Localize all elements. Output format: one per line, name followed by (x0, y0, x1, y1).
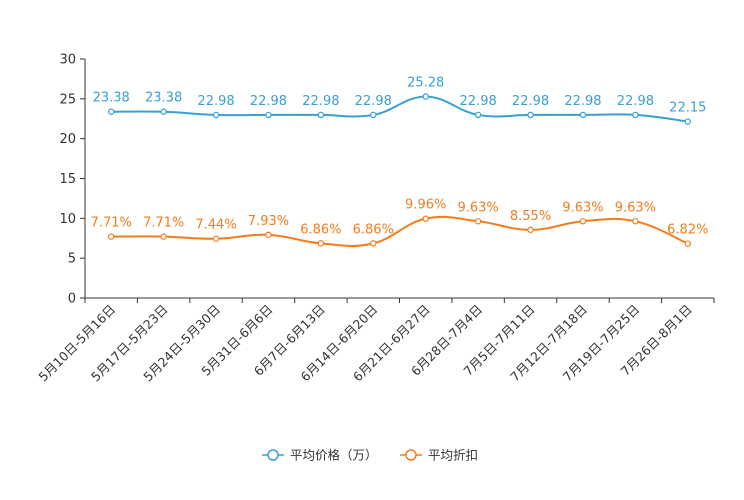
legend-item-1[interactable]: 平均价格（万） (262, 448, 378, 463)
series-1: 23.38 23.38 22.98 22.98 22.98 22.98 25.28 22.98… (93, 76, 706, 125)
data-point[interactable] (422, 93, 429, 100)
data-label: 6.82% (667, 223, 708, 238)
series-group: 23.38 23.38 22.98 22.98 22.98 22.98 25.28 22.98… (91, 76, 708, 247)
y-tick-label: 5 (68, 252, 76, 267)
data-label: 9.63% (562, 200, 603, 215)
data-point[interactable] (370, 111, 377, 119)
data-point[interactable] (579, 111, 587, 119)
data-point[interactable] (265, 111, 272, 119)
data-point[interactable] (579, 218, 587, 225)
data-label: 7.71% (91, 216, 132, 231)
data-point[interactable] (527, 111, 534, 119)
data-point[interactable] (212, 111, 220, 119)
data-point[interactable] (370, 240, 377, 247)
legend-label: 平均折扣 (428, 448, 478, 463)
series-2: 7.71% 7.71% 7.44% 7.93% 6.86% 6.86% 9.96% 9.63%… (91, 198, 708, 247)
data-label: 22.98 (460, 94, 497, 109)
data-point[interactable] (422, 215, 429, 222)
data-label: 22.98 (197, 94, 234, 109)
legend-marker (267, 449, 279, 461)
data-label: 22.98 (617, 94, 654, 109)
y-tick-label: 15 (59, 172, 76, 187)
data-point[interactable] (160, 233, 167, 240)
data-point[interactable] (108, 233, 115, 240)
series-line (111, 215, 689, 247)
data-label: 7.93% (248, 214, 289, 229)
data-point[interactable] (108, 108, 115, 115)
legend-marker (405, 449, 417, 461)
data-label: 6.86% (353, 222, 394, 237)
data-point[interactable] (317, 111, 325, 119)
data-label: 22.98 (564, 94, 601, 109)
legend-label: 平均价格（万） (290, 448, 378, 463)
data-point[interactable] (684, 240, 691, 247)
data-point[interactable] (212, 235, 220, 242)
y-tick-label: 25 (59, 92, 76, 107)
data-point[interactable] (527, 226, 534, 234)
data-label: 9.63% (457, 200, 498, 215)
legend-item-2[interactable]: 平均折扣 (400, 448, 478, 463)
data-label: 8.55% (510, 209, 551, 224)
y-tick-label: 20 (59, 132, 76, 147)
data-label: 22.98 (355, 94, 392, 109)
data-label: 7.44% (195, 218, 236, 233)
data-point[interactable] (160, 108, 167, 115)
data-label: 9.96% (405, 198, 446, 213)
data-point[interactable] (684, 118, 691, 125)
data-label: 25.28 (407, 76, 444, 91)
data-point[interactable] (632, 218, 639, 225)
legend[interactable]: 平均价格（万） 平均折扣 (262, 448, 478, 463)
data-label: 22.15 (669, 101, 706, 116)
series-line (111, 95, 688, 123)
data-point[interactable] (265, 231, 272, 239)
data-point[interactable] (474, 218, 482, 225)
data-label: 9.63% (615, 200, 656, 215)
data-label: 6.86% (300, 222, 341, 237)
data-point[interactable] (317, 240, 325, 247)
data-label: 7.71% (143, 216, 184, 231)
data-point[interactable] (474, 111, 482, 119)
data-label: 22.98 (512, 94, 549, 109)
y-tick-label: 0 (68, 292, 76, 307)
data-label: 22.98 (302, 94, 339, 109)
data-label: 23.38 (145, 91, 182, 106)
data-label: 22.98 (250, 94, 287, 109)
y-tick-label: 10 (59, 212, 76, 227)
data-point[interactable] (632, 111, 639, 119)
y-tick-label: 30 (59, 53, 76, 68)
data-label: 23.38 (93, 91, 130, 106)
